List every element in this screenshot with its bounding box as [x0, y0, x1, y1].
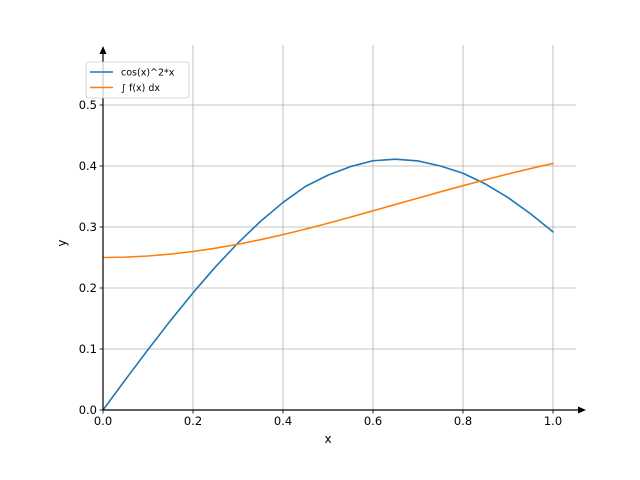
- y-tick-label-1: 0.1: [79, 342, 97, 356]
- y-tick-label-5: 0.5: [79, 98, 97, 112]
- y-axis-label: y: [55, 239, 69, 246]
- y-tick-label-3: 0.3: [79, 220, 97, 234]
- x-axis-label: x: [324, 432, 331, 446]
- x-tick-label-0: 0.0: [94, 414, 112, 428]
- x-tick-label-4: 0.8: [454, 414, 472, 428]
- x-tick-label-1: 0.2: [184, 414, 202, 428]
- y-tick-label-0: 0.0: [79, 403, 97, 417]
- legend: cos(x)^2*x ∫ f(x) dx: [85, 61, 190, 99]
- grid-lines: [103, 45, 576, 410]
- legend-label-series-2: ∫ f(x) dx: [121, 83, 160, 94]
- x-tick-label-5: 1.0: [544, 414, 562, 428]
- x-axis-arrow: [578, 406, 586, 414]
- axes: [99, 46, 586, 414]
- legend-box: [85, 61, 190, 99]
- y-axis-arrow: [99, 46, 107, 54]
- x-tick-label-2: 0.4: [274, 414, 292, 428]
- y-tick-label-2: 0.2: [79, 281, 97, 295]
- series-line-1: [102, 158, 554, 411]
- series-layer: [102, 158, 554, 411]
- legend-label-series-1: cos(x)^2*x: [121, 68, 175, 79]
- series-line-2: [102, 162, 554, 259]
- y-tick-label-4: 0.4: [79, 159, 97, 173]
- ticks: 0.0 0.2 0.4 0.6 0.8 1.0 0.0 0.1 0.2 0.3 0.4 0.5: [79, 98, 562, 428]
- x-tick-label-3: 0.6: [364, 414, 382, 428]
